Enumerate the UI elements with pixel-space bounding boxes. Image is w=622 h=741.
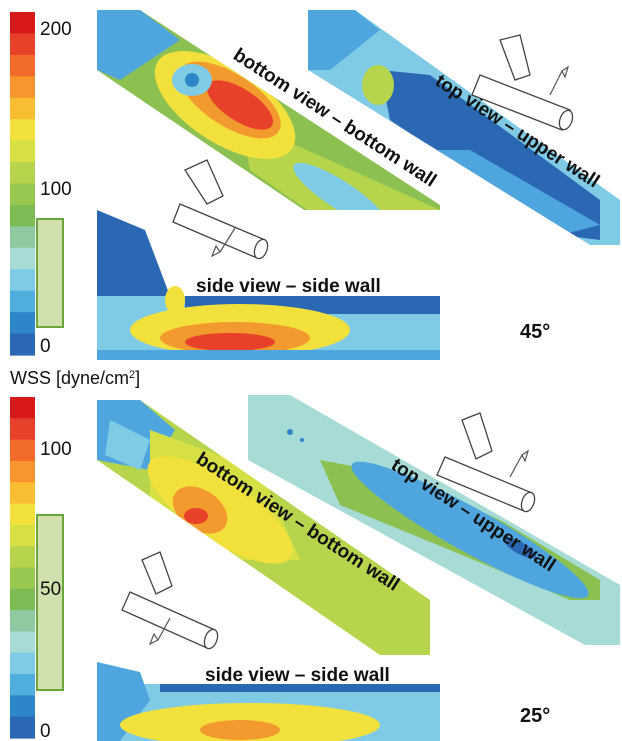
colorbar-45-highlight: [36, 218, 64, 328]
pipe-icon-25-top: [436, 412, 536, 513]
colorbar-45-swatch: [10, 269, 35, 292]
pipe-icon-45-bottom: [172, 159, 269, 260]
colorbar-25: [10, 397, 35, 739]
colorbar-45-swatch: [10, 97, 35, 120]
colorbar-25-swatch: [10, 439, 35, 462]
colorbar-45-swatch: [10, 226, 35, 249]
colorbar-25-swatch: [10, 567, 35, 590]
colorbar-45-swatch: [10, 162, 35, 185]
colorbar-25-highlight: [36, 514, 64, 691]
colorbar-45-swatch: [10, 247, 35, 270]
colorbar-25-swatch: [10, 695, 35, 718]
colorbar-45-swatch: [10, 333, 35, 356]
colorbar-25-swatch: [10, 610, 35, 633]
colorbar-25-swatch: [10, 460, 35, 483]
side-view-45-label: side view – side wall: [196, 276, 381, 297]
colorbar-25-swatch: [10, 674, 35, 696]
colorbar-25-swatch: [10, 652, 35, 675]
colorbar-25-swatch: [10, 546, 35, 569]
pipe-icon-25-bottom: [121, 551, 219, 650]
colorbar-45-swatch: [10, 119, 35, 142]
angle-25-label: 25°: [520, 705, 550, 727]
side-view-25-label: side view – side wall: [205, 665, 390, 686]
colorbar-45-tick-top: 200: [40, 19, 72, 40]
side-view-45-contour: [97, 210, 440, 360]
colorbar-45-swatch: [10, 33, 35, 56]
colorbar-45-swatch: [10, 290, 35, 313]
colorbar-25-swatch: [10, 588, 35, 611]
colorbar-25-swatch: [10, 503, 35, 526]
colorbar-45-tick-mid: 100: [40, 179, 72, 200]
colorbar-25-swatch: [10, 524, 35, 547]
colorbar-25-swatch: [10, 482, 35, 505]
colorbar-45-tick-bottom: 0: [40, 336, 51, 357]
colorbar-45: [10, 12, 35, 356]
colorbar-45-swatch: [10, 54, 35, 77]
colorbar-25-swatch: [10, 418, 35, 441]
colorbar-25-swatch: [10, 631, 35, 654]
colorbar-45-swatch: [10, 312, 35, 335]
colorbar-45-swatch: [10, 12, 35, 35]
colorbar-25-tick-bottom: 0: [40, 721, 51, 741]
angle-45-label: 45°: [520, 321, 550, 343]
colorbar-45-swatch: [10, 183, 35, 206]
colorbar-45-swatch: [10, 140, 35, 163]
colorbar-25-swatch: [10, 716, 35, 739]
pipe-icon-45-top: [471, 34, 574, 131]
colorbar-25-swatch: [10, 397, 35, 419]
colorbar-25-tick-mid: 50: [40, 579, 61, 600]
colorbar-45-swatch: [10, 204, 35, 227]
side-view-25-contour: [97, 660, 440, 741]
colorbar-45-swatch: [10, 76, 35, 99]
colorbar-unit-label: WSS [dyne/cm2]: [10, 368, 140, 388]
colorbar-25-tick-top: 100: [40, 439, 72, 460]
